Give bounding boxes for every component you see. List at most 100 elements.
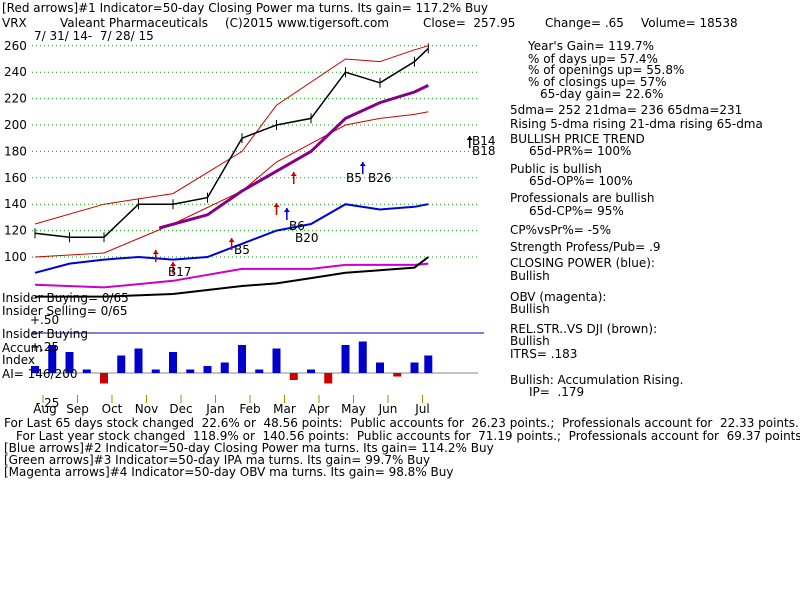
y-tick-label: 200 (4, 118, 27, 132)
openings-up: % of openings up= 55.8% (528, 63, 685, 77)
signal-b18: B18 (472, 144, 496, 158)
y-tick-label: 180 (4, 144, 27, 158)
x-tick-label: Jun (378, 402, 398, 416)
volume-value: Volume= 18538 (641, 16, 738, 30)
accum-bar (31, 366, 39, 373)
x-tick-label: Dec (169, 402, 192, 416)
y-tick-label: 240 (4, 65, 27, 79)
signal-arrow-head (228, 238, 235, 242)
x-tick-label: Mar (273, 402, 296, 416)
dma-values: 5dma= 252 21dma= 236 65dma=231 (510, 103, 743, 117)
closing-power-series (34, 203, 429, 274)
bullish-trend: BULLISH PRICE TREND (510, 132, 645, 146)
close-value: Close= 257.95 (423, 16, 516, 30)
signal-arrows (152, 136, 473, 274)
days-up: % of days up= 57.4% (528, 52, 658, 66)
accum-bar (272, 348, 281, 373)
signal-arrow-head (273, 203, 280, 207)
accum-bar (117, 355, 126, 373)
y-tick-label: 140 (4, 197, 27, 211)
signal-arrow-head (290, 172, 297, 176)
accum-bar (100, 373, 108, 384)
accum-bar (151, 369, 160, 373)
footer-line-2: For Last year stock changed 118.9% or 14… (16, 429, 800, 443)
x-tick-label: Sep (66, 402, 89, 416)
footer-line-4: [Green arrows]#3 Indicator=50-day IPA ma… (4, 453, 431, 467)
signal-b5-jan: B5 (234, 243, 250, 257)
upper-band-line (34, 45, 429, 225)
obv-state: Bullish (510, 302, 550, 316)
accum-bar (48, 345, 57, 373)
accum-bar (393, 373, 402, 377)
ma65-line (158, 84, 429, 230)
signal-b26: B26 (368, 171, 392, 185)
strength: Strength Profess/Pub= .9 (510, 240, 661, 254)
company-name: Valeant Pharmaceuticals (60, 16, 208, 30)
accum-label: Accum (2, 341, 43, 355)
gridlines (32, 45, 484, 374)
gain-65: 65-day gain= 22.6% (540, 87, 664, 101)
y-tick-label: 100 (4, 250, 27, 264)
price-line (34, 47, 429, 238)
accum-bar (203, 366, 212, 373)
rising-dma: Rising 5-dma rising 21-dma rising 65-dma (510, 117, 763, 131)
insider-selling-label: Insider Selling= 0/65 (2, 304, 128, 318)
public-bullish: Public is bullish (510, 162, 602, 176)
accum-bar (65, 352, 74, 373)
signal-arrow-head (170, 262, 176, 266)
closing-power-label: CLOSING POWER (blue): (510, 256, 655, 270)
pr-value: 65d-PR%= 100% (529, 144, 632, 158)
x-tick-label: Feb (239, 402, 260, 416)
signal-b17: B17 (168, 265, 192, 279)
x-tick-label: Jul (414, 402, 429, 416)
closing-power-line (34, 203, 429, 274)
ip-value: IP= .179 (529, 385, 585, 399)
pros-bullish: Professionals are bullish (510, 191, 655, 205)
accum-bar (255, 369, 264, 373)
accum-bar (376, 362, 384, 373)
accum-bar (307, 369, 315, 373)
minus25-label: -.25 (36, 396, 60, 410)
accum-bar (186, 369, 195, 373)
relstr-line (35, 256, 429, 298)
closings-up: % of closings up= 57% (528, 75, 667, 89)
op-value: 65d-OP%= 100% (529, 174, 633, 188)
obv-line (34, 262, 429, 289)
date-range: 7/ 31/ 14- 7/ 28/ 15 (34, 29, 154, 43)
x-tick-label: Apr (309, 402, 330, 416)
accum-bar (134, 348, 143, 373)
bollinger-bands (34, 45, 429, 258)
change-value: Change= .65 (545, 16, 624, 30)
obv-series (34, 262, 429, 289)
copyright: (C)2015 www.tigersoft.com (225, 16, 389, 30)
x-tick-label: May (341, 402, 366, 416)
footer-line-5: [Magenta arrows]#4 Indicator=50-day OBV … (4, 465, 454, 479)
x-tick-label: Nov (135, 402, 158, 416)
indicator-line-1: [Red arrows]#1 Indicator=50-day Closing … (2, 1, 488, 15)
x-tick-label: Jan (205, 402, 225, 416)
obv-label: OBV (magenta): (510, 290, 607, 304)
accum-bar (82, 369, 91, 373)
relative-strength-series (35, 256, 429, 298)
accum-bar (169, 352, 177, 373)
ai-label: AI= 146/200 (2, 367, 78, 381)
signal-b6: B6 (289, 219, 305, 233)
accum-bar (238, 345, 246, 373)
y-axis-ticks: 100 120 140 160 180 200 220 240 260 (4, 39, 27, 264)
accum-bar (324, 373, 333, 384)
insider-buying-label: Insider Buying= 0/65 (2, 291, 129, 305)
relstr-state: Bullish (510, 334, 550, 348)
signal-b5-mar: B5 (346, 171, 362, 185)
plus25-label: +.25 (30, 340, 60, 354)
accum-bar (341, 345, 350, 373)
signal-arrow-head (283, 208, 290, 212)
moving-average-65 (158, 84, 429, 230)
plus50-label: +.50 (30, 313, 60, 327)
accum-bar (424, 355, 433, 373)
relstr-label: REL.STR..VS DJI (brown): (510, 322, 658, 336)
index-label: Index (2, 353, 36, 367)
x-tick-label: Aug (33, 402, 56, 416)
accum-bar (410, 362, 419, 373)
x-tick-label: Oct (102, 402, 123, 416)
